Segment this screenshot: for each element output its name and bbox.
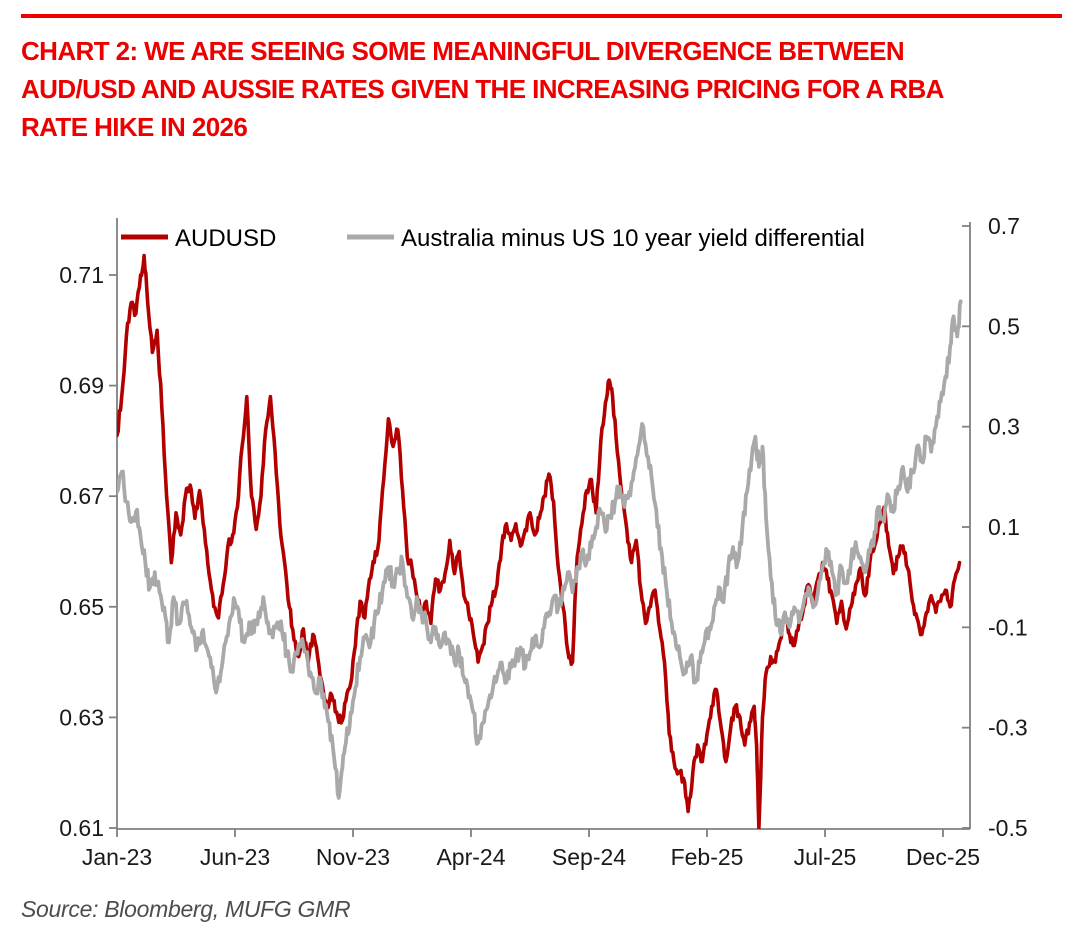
x-axis-tick-label: Dec-25 <box>906 844 980 870</box>
x-axis-tick-label: Jan-23 <box>82 844 152 870</box>
legend-yield-differential-label: Australia minus US 10 year yield differe… <box>401 225 865 252</box>
yield-differential-line <box>117 299 963 800</box>
right-axis-tick-label: -0.3 <box>988 715 1028 741</box>
legend-audusd-label: AUDUSD <box>175 225 276 252</box>
left-axis-tick-label: 0.71 <box>59 262 104 288</box>
chart-title-line-3: RATE HIKE IN 2026 <box>21 112 248 142</box>
right-axis-tick-label: 0.7 <box>988 213 1020 239</box>
x-axis-tick-label: Apr-24 <box>436 844 505 870</box>
x-axis-tick-label: Sep-24 <box>552 844 626 870</box>
right-axis-tick-label: 0.5 <box>988 313 1020 339</box>
audusd-line <box>117 253 962 829</box>
left-axis-tick-label: 0.69 <box>59 373 104 399</box>
top-red-rule <box>21 14 1062 18</box>
chart-title: CHART 2: WE ARE SEEING SOME MEANINGFUL D… <box>21 32 1066 146</box>
right-axis-tick-label: 0.3 <box>988 414 1020 440</box>
left-axis-tick-label: 0.63 <box>59 704 104 730</box>
right-axis-tick-label: 0.1 <box>988 514 1020 540</box>
x-axis-tick-label: Nov-23 <box>316 844 390 870</box>
x-axis-tick-label: Jun-23 <box>200 844 270 870</box>
chart-title-line-2: AUD/USD AND AUSSIE RATES GIVEN THE INCRE… <box>21 74 944 104</box>
source-note: Source: Bloomberg, MUFG GMR <box>21 896 351 922</box>
right-axis-tick-label: -0.5 <box>988 815 1028 841</box>
left-axis-tick-label: 0.65 <box>59 594 104 620</box>
left-axis-tick-label: 0.67 <box>59 483 104 509</box>
x-axis-tick-label: Jul-25 <box>794 844 857 870</box>
chart-title-line-1: CHART 2: WE ARE SEEING SOME MEANINGFUL D… <box>21 36 905 66</box>
left-axis-tick-label: 0.61 <box>59 815 104 841</box>
x-axis-tick-label: Feb-25 <box>671 844 744 870</box>
right-axis-tick-label: -0.1 <box>988 614 1028 640</box>
